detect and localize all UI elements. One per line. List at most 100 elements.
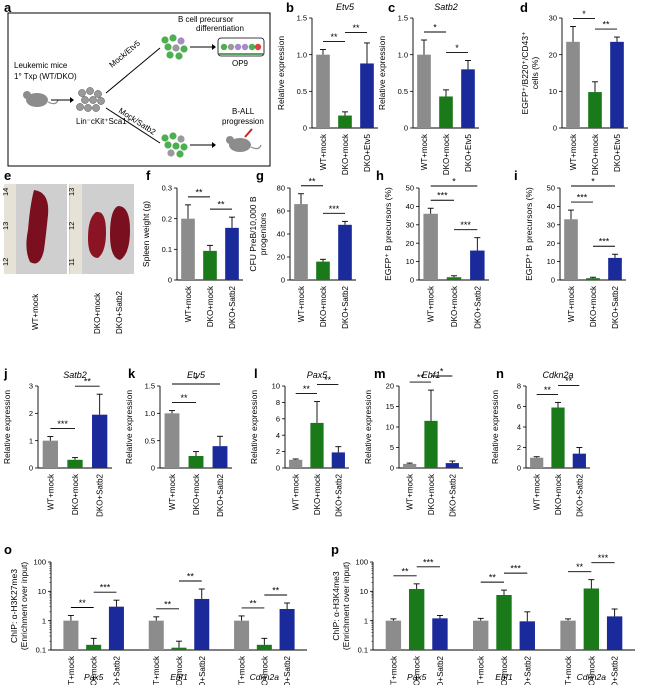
y-tick-label: 10 <box>360 587 368 596</box>
category-label: WT+mock <box>477 655 486 685</box>
y-tick-label: 1 <box>42 616 46 625</box>
category-label: DKO+mock <box>413 655 422 685</box>
significance-label: *** <box>510 564 521 574</box>
bar <box>188 455 204 468</box>
y-tick-label: 100 <box>33 558 46 567</box>
panel-a-diagram: a Leukemic mice 1° Txp (WT/DKO) Lin⁻cKit… <box>4 0 271 167</box>
upper-arrow-label: Mock/Etv5 <box>108 38 143 69</box>
ruler-mark: 11 <box>67 258 76 266</box>
arrowhead-icon <box>70 97 74 103</box>
y-tick-label: 6 <box>517 402 521 411</box>
gene-title: Satb2 <box>63 370 87 380</box>
panel-letter-h: h <box>376 168 384 183</box>
diagram-frame <box>7 12 271 167</box>
significance-label: *** <box>577 193 588 203</box>
bar <box>610 41 624 129</box>
bar <box>439 96 453 128</box>
bar <box>519 621 535 650</box>
significance-label: *** <box>329 204 340 214</box>
significance-label: ** <box>272 586 280 596</box>
chart-b: b Etv5 0 0.5 1.0 1.5 Relative expression WT+moc… <box>276 0 378 175</box>
category-label: DKO+Satb2 <box>334 473 343 516</box>
category-label: WT+mock <box>46 473 55 510</box>
bar <box>446 277 462 280</box>
panel-letter-d: d <box>520 0 528 15</box>
panel-letter-l: l <box>254 366 258 381</box>
significance-label: ** <box>180 393 188 403</box>
y-tick-label: 10 <box>549 87 557 96</box>
category-label: WT+mock <box>297 285 306 322</box>
y-tick-label: 2 <box>276 447 280 456</box>
panel-e-photo: e 14 13 12 13 12 11 WT+mock DKO+mock DKO… <box>1 168 134 334</box>
y-tick-label: 0.3 <box>162 184 172 193</box>
y-tick-label: 5 <box>390 443 394 452</box>
ruler-mark: 13 <box>67 188 76 196</box>
chart-l: l Pax5 0 2 4 6 8 10 Relative expression WT+mock DK… <box>249 366 349 517</box>
panel-letter-f: f <box>146 168 151 183</box>
bar <box>403 463 417 468</box>
y-tick-label: 1 <box>29 436 33 445</box>
panel-letter-o: o <box>4 542 12 557</box>
y-tick-label: 10 <box>547 257 555 266</box>
dish-label: OP9 <box>232 59 249 68</box>
spleen-dko-mock <box>88 211 106 258</box>
satb2-transduced-cells-icon <box>161 132 188 158</box>
ruler-right <box>70 184 82 274</box>
category-label: WT+mock <box>184 285 193 322</box>
y-axis-title: EGFP⁺/B220⁺/CD43⁺cells (%) <box>520 31 540 114</box>
ruler-mark: 12 <box>1 258 10 266</box>
panel-letter-b: b <box>286 0 294 15</box>
ruler-left <box>4 184 16 274</box>
gene-group-label: Ebf1 <box>170 672 188 682</box>
y-tick-label: 40 <box>406 202 414 211</box>
bar <box>63 620 79 650</box>
significance-label: * <box>591 177 595 187</box>
etv5-transduced-cells-icon <box>161 34 188 60</box>
upper-outcome-line1: B cell precursor <box>178 15 234 24</box>
y-tick-label: 30 <box>406 220 414 229</box>
significance-label: *** <box>437 191 448 201</box>
y-tick-label: 0.1 <box>162 245 172 254</box>
bar <box>551 407 565 468</box>
gene-title: Satb2 <box>434 2 458 12</box>
y-tick-label: 0 <box>404 124 408 133</box>
lower-outcome-line2: progression <box>222 117 264 126</box>
y-tick-label: 100 <box>355 558 368 567</box>
y-tick-label: 0.5 <box>398 87 408 96</box>
lower-outcome-line1: B-ALL <box>232 107 255 116</box>
category-label: DKO+Satb2 <box>96 473 105 516</box>
bar <box>331 452 345 468</box>
category-label: DKO+Etv5 <box>363 133 372 172</box>
spleen-dko-satb2 <box>110 206 130 260</box>
bar <box>316 54 330 128</box>
bar <box>470 250 485 280</box>
bar <box>148 620 164 650</box>
bar <box>496 594 512 650</box>
y-tick-label: 0 <box>410 276 414 285</box>
bar <box>181 218 195 280</box>
significance-label: ** <box>565 376 573 386</box>
category-label: WT+mock <box>569 133 578 170</box>
y-tick-label: 1.5 <box>145 382 155 391</box>
bar <box>289 459 303 468</box>
category-label: DKO+mock <box>206 285 215 327</box>
category-label: DKO+mock <box>427 473 436 515</box>
y-tick-label: 20 <box>406 239 414 248</box>
significance-label: ** <box>308 176 316 186</box>
ruler-mark: 12 <box>67 222 76 230</box>
category-label: WT+mock <box>67 655 76 685</box>
charts-layer: b Etv5 0 0.5 1.0 1.5 Relative expression WT+moc… <box>2 0 635 685</box>
bar <box>234 620 250 650</box>
recipient-mouse-icon <box>226 128 262 152</box>
bar <box>423 213 438 280</box>
y-tick-label: 0.5 <box>297 87 307 96</box>
y-axis-title: EGFP⁺ B precursors (%) <box>383 187 393 281</box>
bar <box>42 440 58 468</box>
y-tick-label: 15 <box>386 402 394 411</box>
category-label: DKO+Satb2 <box>436 655 445 685</box>
category-label: DKO+Satb2 <box>575 473 584 516</box>
y-tick-label: 10 <box>272 382 280 391</box>
y-tick-label: 1.0 <box>297 50 307 59</box>
category-label: WT+mock <box>238 655 247 685</box>
y-tick-label: 1 <box>364 616 368 625</box>
